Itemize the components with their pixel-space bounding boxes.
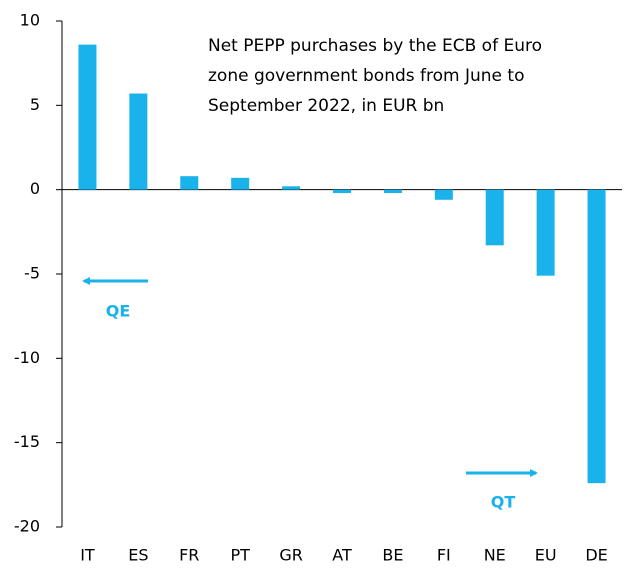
annotation: QE — [106, 302, 131, 321]
bar — [333, 189, 351, 194]
bar — [587, 189, 606, 484]
bar — [485, 189, 504, 246]
bar — [78, 44, 97, 190]
chart-title: September 2022, in EUR bn — [208, 96, 444, 116]
x-tick-label: ES — [128, 546, 148, 565]
x-tick-label: AT — [332, 546, 352, 565]
x-tick-label: NE — [484, 546, 506, 565]
x-tick-label: EU — [535, 546, 557, 565]
x-tick-label: IT — [80, 546, 95, 565]
x-tick-label: GR — [279, 546, 303, 565]
x-tick-label: FI — [437, 546, 451, 565]
x-tick-label: DE — [585, 546, 607, 565]
x-tick-label: PT — [230, 546, 250, 565]
bar — [282, 186, 301, 190]
y-tick-label: 5 — [30, 95, 40, 114]
x-tick-label: FR — [179, 546, 199, 565]
annotation: QT — [491, 493, 516, 512]
y-tick-label: 0 — [30, 179, 40, 198]
chart-title: zone government bonds from June to — [208, 66, 524, 86]
chart-title: Net PEPP purchases by the ECB of Euro — [208, 36, 542, 56]
x-tick-label: BE — [382, 546, 403, 565]
bar — [383, 189, 402, 194]
y-tick-label: -5 — [24, 264, 40, 283]
bar — [434, 189, 453, 200]
y-tick-label: -20 — [14, 517, 40, 536]
y-tick-label: -15 — [14, 432, 40, 451]
bar — [180, 176, 199, 190]
bar — [129, 93, 148, 190]
bar — [536, 189, 555, 276]
bar — [231, 177, 250, 190]
y-tick-label: 10 — [20, 11, 40, 30]
y-tick-label: -10 — [14, 348, 40, 367]
